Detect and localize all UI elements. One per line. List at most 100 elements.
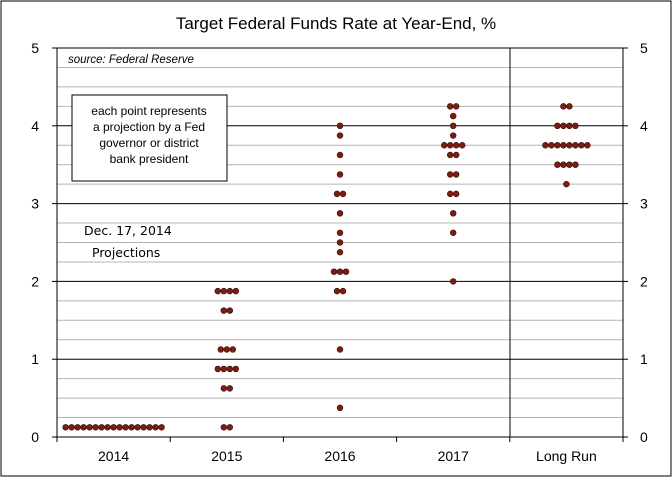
projection-dot <box>566 103 573 110</box>
projection-dot <box>226 307 234 314</box>
y-tick-label-left: 4 <box>31 118 39 134</box>
projection-dot <box>563 180 570 188</box>
projection-dot <box>450 112 457 120</box>
projection-dot <box>110 424 117 431</box>
projection-dot <box>128 424 135 431</box>
projection-dot <box>560 103 567 110</box>
projection-dot <box>572 161 579 168</box>
projection-dot <box>459 142 466 149</box>
projection-dot <box>220 424 228 431</box>
projection-dot <box>560 142 567 149</box>
projection-dot <box>232 287 240 295</box>
projection-dot <box>226 385 234 392</box>
projection-dot <box>62 424 69 431</box>
source-note: source: Federal Reserve <box>68 54 194 66</box>
y-tick-label-right: 4 <box>640 118 648 134</box>
projection-dot <box>336 268 344 275</box>
projection-dot <box>342 268 350 275</box>
projection-dot <box>339 190 347 198</box>
projection-dot <box>450 132 457 139</box>
projection-dot <box>229 346 237 353</box>
y-tick-label-left: 5 <box>31 40 39 56</box>
x-category-label: 2017 <box>438 448 469 464</box>
projection-dot <box>336 132 344 139</box>
projection-dot <box>74 424 81 431</box>
projection-dot <box>447 142 454 149</box>
projection-dot <box>226 287 234 295</box>
y-axis-left: 0 1 2 3 4 5 <box>31 40 57 445</box>
projection-dot <box>330 268 338 275</box>
projection-dot <box>220 365 228 373</box>
projection-dot <box>453 103 460 110</box>
projection-dot <box>220 385 228 392</box>
projection-dot <box>447 151 454 159</box>
projection-dots <box>62 103 591 431</box>
projection-dot <box>226 365 234 373</box>
x-category-label: 2016 <box>324 448 355 464</box>
projection-dot <box>584 142 591 149</box>
projection-dot <box>214 287 222 295</box>
y-tick-label-right: 1 <box>640 351 648 367</box>
projection-dot <box>554 161 561 168</box>
annotation-line-2: a projection by a Fed <box>93 120 205 134</box>
y-tick-label-left: 0 <box>31 429 39 445</box>
y-axis-right: 0 1 2 3 4 5 <box>623 40 648 445</box>
x-category-label: 2014 <box>98 448 129 464</box>
projection-dot <box>336 229 344 236</box>
y-tick-label-right: 3 <box>640 196 648 212</box>
plot-area-border <box>56 47 624 438</box>
projection-dot <box>134 424 141 431</box>
projection-dot <box>146 424 153 431</box>
projection-dot <box>450 278 457 285</box>
projection-dot <box>98 424 105 431</box>
projection-dot <box>220 287 228 295</box>
projection-dot <box>336 404 344 412</box>
projection-dot <box>578 142 585 149</box>
projection-dot <box>560 161 567 168</box>
x-category-label: Long Run <box>536 448 597 464</box>
projection-dot <box>572 122 579 130</box>
projection-dot <box>223 346 231 353</box>
y-tick-label-left: 2 <box>31 273 39 289</box>
projection-date-label: Dec. 17, 2014 <box>84 223 172 238</box>
projection-dot <box>336 210 344 217</box>
x-axis: 2014 2015 2016 2017 Long Run <box>56 437 624 464</box>
projection-dot <box>560 122 567 130</box>
projection-dot <box>152 424 159 431</box>
projection-dot <box>336 122 344 130</box>
projection-label: Projections <box>92 245 160 260</box>
annotation-line-4: bank president <box>110 152 189 166</box>
projection-dot <box>450 122 457 130</box>
projection-dot <box>80 424 87 431</box>
projection-dot <box>566 161 573 168</box>
projection-dot <box>116 424 123 431</box>
projection-dot <box>333 287 341 295</box>
projection-dot <box>336 239 344 246</box>
annotation-box <box>71 94 228 182</box>
projection-dot <box>336 171 344 178</box>
projection-dot <box>226 424 234 431</box>
projection-dot <box>220 307 228 314</box>
projection-dot <box>554 142 561 149</box>
y-tick-label-left: 1 <box>31 351 39 367</box>
projection-dot <box>447 103 454 110</box>
projection-dot <box>453 171 460 178</box>
projection-dot <box>548 142 555 149</box>
projection-dot <box>542 142 549 149</box>
chart-title: Target Federal Funds Rate at Year-End, % <box>176 14 496 33</box>
projection-dot <box>441 142 448 149</box>
projection-dot <box>450 210 457 217</box>
projection-dot <box>140 424 147 431</box>
x-category-label: 2015 <box>211 448 242 464</box>
y-tick-label-left: 3 <box>31 196 39 212</box>
projection-dot <box>333 190 341 198</box>
projection-dot <box>336 249 344 256</box>
projection-dot <box>572 142 579 149</box>
y-tick-label-right: 2 <box>640 273 648 289</box>
projection-dot <box>122 424 129 431</box>
projection-dot <box>104 424 111 431</box>
annotation-line-1: each point represents <box>91 104 206 118</box>
projection-dot <box>339 287 347 295</box>
